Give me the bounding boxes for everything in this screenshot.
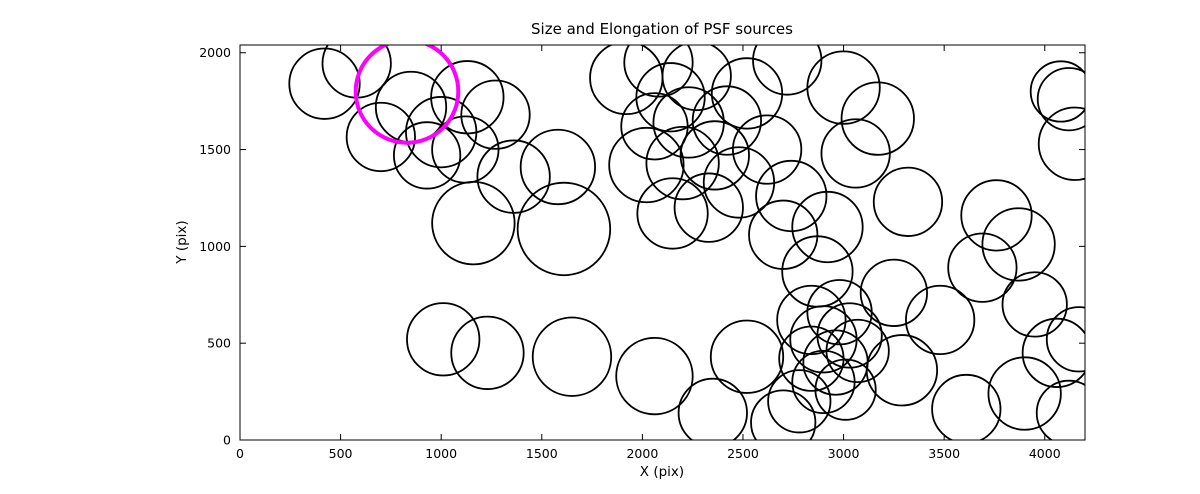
psf-circle (781, 235, 854, 308)
axis-ticks-layer: 0 500 1000 1500 2000 2500 3000 3500 4000 0 500 1000… (199, 45, 1085, 461)
psf-circle (947, 232, 1018, 303)
psf-circle (673, 172, 744, 243)
y-tick-label: 0 (223, 433, 231, 448)
x-tick-label: 2000 (626, 446, 658, 461)
psf-circle (752, 45, 823, 96)
x-axis-label: X (pix) (640, 464, 684, 480)
psf-circle (476, 139, 551, 214)
psf-circle (806, 50, 881, 125)
y-tick-label: 2000 (199, 45, 231, 60)
psf-circle (755, 159, 828, 233)
psf-circle (1045, 306, 1085, 373)
x-tick-label: 3500 (928, 446, 960, 461)
psf-circle (1001, 271, 1068, 338)
psf-circle (531, 316, 613, 397)
psf-circle (431, 180, 516, 266)
psf-circle (859, 258, 928, 327)
x-tick-label: 4000 (1029, 446, 1061, 461)
psf-circle (710, 57, 784, 130)
psf-circle (791, 349, 856, 414)
x-tick-label: 0 (236, 446, 244, 461)
psf-circle (1036, 67, 1085, 132)
psf-circle (620, 92, 689, 161)
psf-circle (1035, 379, 1085, 440)
psf-circle (661, 45, 732, 112)
psf-circle (905, 284, 976, 356)
y-tick-label: 1000 (199, 239, 231, 254)
psf-circle (840, 81, 915, 156)
psf-circle (732, 114, 803, 185)
y-tick-label: 1500 (199, 142, 231, 157)
psf-circle (776, 284, 847, 356)
psf-circle (677, 377, 748, 440)
psf-circle (406, 302, 481, 377)
psf-circle (865, 334, 939, 407)
psf-circle (778, 325, 845, 392)
psf-circle (981, 207, 1056, 282)
psf-circle (608, 126, 685, 204)
x-tick-label: 3000 (828, 446, 860, 461)
psf-circle (814, 358, 877, 421)
x-tick-label: 2500 (727, 446, 759, 461)
psf-circle (987, 356, 1062, 431)
x-tick-label: 1000 (425, 446, 457, 461)
psf-circle (635, 62, 706, 133)
psf-circle (679, 120, 750, 191)
plot-border (239, 44, 1086, 441)
psf-circle (450, 315, 525, 390)
psf-circle (791, 190, 864, 264)
psf-circle (820, 118, 891, 189)
psf-circle (748, 199, 819, 270)
chart-title: Size and Elongation of PSF sources (531, 20, 793, 38)
psf-circle (615, 336, 694, 416)
psf-circle (709, 319, 785, 394)
y-tick-label: 500 (207, 336, 231, 351)
psf-circles-layer (288, 45, 1085, 440)
psf-circle (345, 101, 416, 173)
psf-circle (960, 179, 1033, 252)
x-tick-label: 1500 (526, 446, 558, 461)
psf-circle (750, 389, 817, 440)
x-tick-label: 500 (329, 446, 353, 461)
psf-circle (931, 373, 1002, 440)
psf-circle (393, 121, 462, 190)
psf-circle (652, 86, 725, 159)
psf-circle (516, 181, 612, 277)
psf-circle (872, 166, 944, 237)
psf-circle (1021, 317, 1085, 388)
psf-circle (691, 85, 762, 156)
psf-circle (519, 128, 597, 206)
psf-circle (623, 45, 694, 98)
psf-circle (767, 369, 832, 434)
psf-circle (645, 125, 720, 201)
psf-circle (1037, 106, 1085, 181)
psf-circle (460, 79, 531, 150)
psf-circle (825, 318, 890, 384)
psf-circle (1029, 60, 1085, 123)
highlighted-psf-circle (353, 45, 461, 145)
psf-circle (636, 177, 709, 250)
y-axis-label: Y (pix) (174, 220, 190, 264)
psf-circle (288, 47, 361, 120)
